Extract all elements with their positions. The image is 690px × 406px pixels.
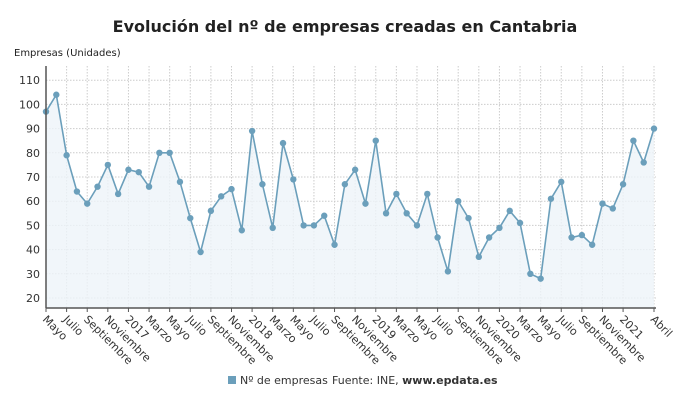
data-point [362, 200, 369, 207]
y-tick-label: 100 [19, 98, 40, 111]
data-point [238, 227, 245, 234]
data-point [166, 149, 173, 156]
data-point [516, 219, 524, 227]
data-point [558, 178, 565, 186]
source-prefix: Fuente: INE, [332, 374, 402, 387]
data-point [269, 224, 276, 232]
data-point [331, 241, 338, 248]
series-area [46, 94, 654, 308]
data-point [372, 137, 379, 144]
data-point [630, 137, 637, 144]
data-point [300, 222, 307, 229]
data-point [485, 234, 493, 241]
data-point [145, 183, 153, 190]
source-site: www.epdata.es [402, 374, 498, 387]
series-points [42, 91, 658, 282]
data-point [279, 139, 287, 147]
data-point [496, 224, 503, 232]
data-point [382, 210, 390, 217]
y-tick-label: 30 [26, 268, 40, 281]
y-tick-label: 70 [26, 171, 40, 184]
data-point [187, 214, 194, 222]
y-axis-label: Empresas (Unidades) [14, 48, 121, 59]
y-tick-label: 20 [26, 292, 40, 305]
data-point [321, 212, 328, 219]
data-point [248, 127, 256, 135]
data-point [197, 248, 204, 256]
data-point [568, 234, 575, 241]
data-point [465, 214, 472, 222]
legend-label: Nº de empresas [240, 374, 328, 387]
source-text: Fuente: INE, www.epdata.es [332, 374, 498, 387]
data-point [393, 190, 400, 198]
data-point [403, 210, 410, 217]
data-point [310, 222, 318, 229]
data-point [135, 168, 142, 176]
data-point [640, 159, 647, 166]
data-point [619, 181, 627, 188]
x-ticks: MayoJulioSeptiembreNoviembre2017MarzoMay… [40, 308, 675, 367]
data-point [547, 195, 555, 202]
y-tick-label: 40 [26, 244, 40, 257]
data-point [156, 149, 163, 156]
data-point [578, 231, 586, 239]
data-point [609, 205, 616, 212]
data-point [207, 207, 215, 215]
y-tick-label: 90 [26, 123, 40, 136]
data-point [424, 190, 431, 198]
data-point [125, 166, 132, 173]
data-point [588, 241, 596, 248]
data-point [434, 234, 441, 241]
chart-title: Evolución del nº de empresas creadas en … [113, 17, 578, 36]
data-point [176, 178, 184, 186]
data-point [94, 183, 101, 190]
data-point [84, 200, 91, 207]
data-point [650, 125, 658, 132]
y-tick-label: 80 [26, 147, 40, 160]
data-point [506, 207, 513, 215]
data-point [228, 185, 235, 193]
data-point [217, 193, 225, 200]
y-tick-label: 60 [26, 195, 40, 208]
data-point [351, 166, 359, 173]
data-point [527, 270, 534, 277]
data-point [444, 268, 452, 275]
data-point [104, 161, 112, 169]
data-point [290, 176, 297, 183]
data-point [63, 152, 70, 159]
data-point [475, 253, 483, 261]
legend-marker [228, 376, 236, 384]
data-point [114, 190, 122, 198]
data-point [455, 198, 462, 205]
data-point [599, 200, 606, 207]
data-point [73, 188, 81, 195]
y-tick-label: 50 [26, 219, 40, 232]
y-tick-label: 110 [19, 74, 40, 87]
data-point [341, 181, 349, 188]
x-tick-label: Abril [648, 313, 675, 340]
data-point [413, 222, 421, 229]
data-point [53, 91, 60, 98]
legend: Nº de empresas Fuente: INE, www.epdata.e… [228, 374, 498, 387]
data-point [537, 275, 544, 282]
data-point [259, 181, 266, 188]
y-ticks: 20 30 40 50 60 70 80 90 100 110 [19, 74, 40, 305]
